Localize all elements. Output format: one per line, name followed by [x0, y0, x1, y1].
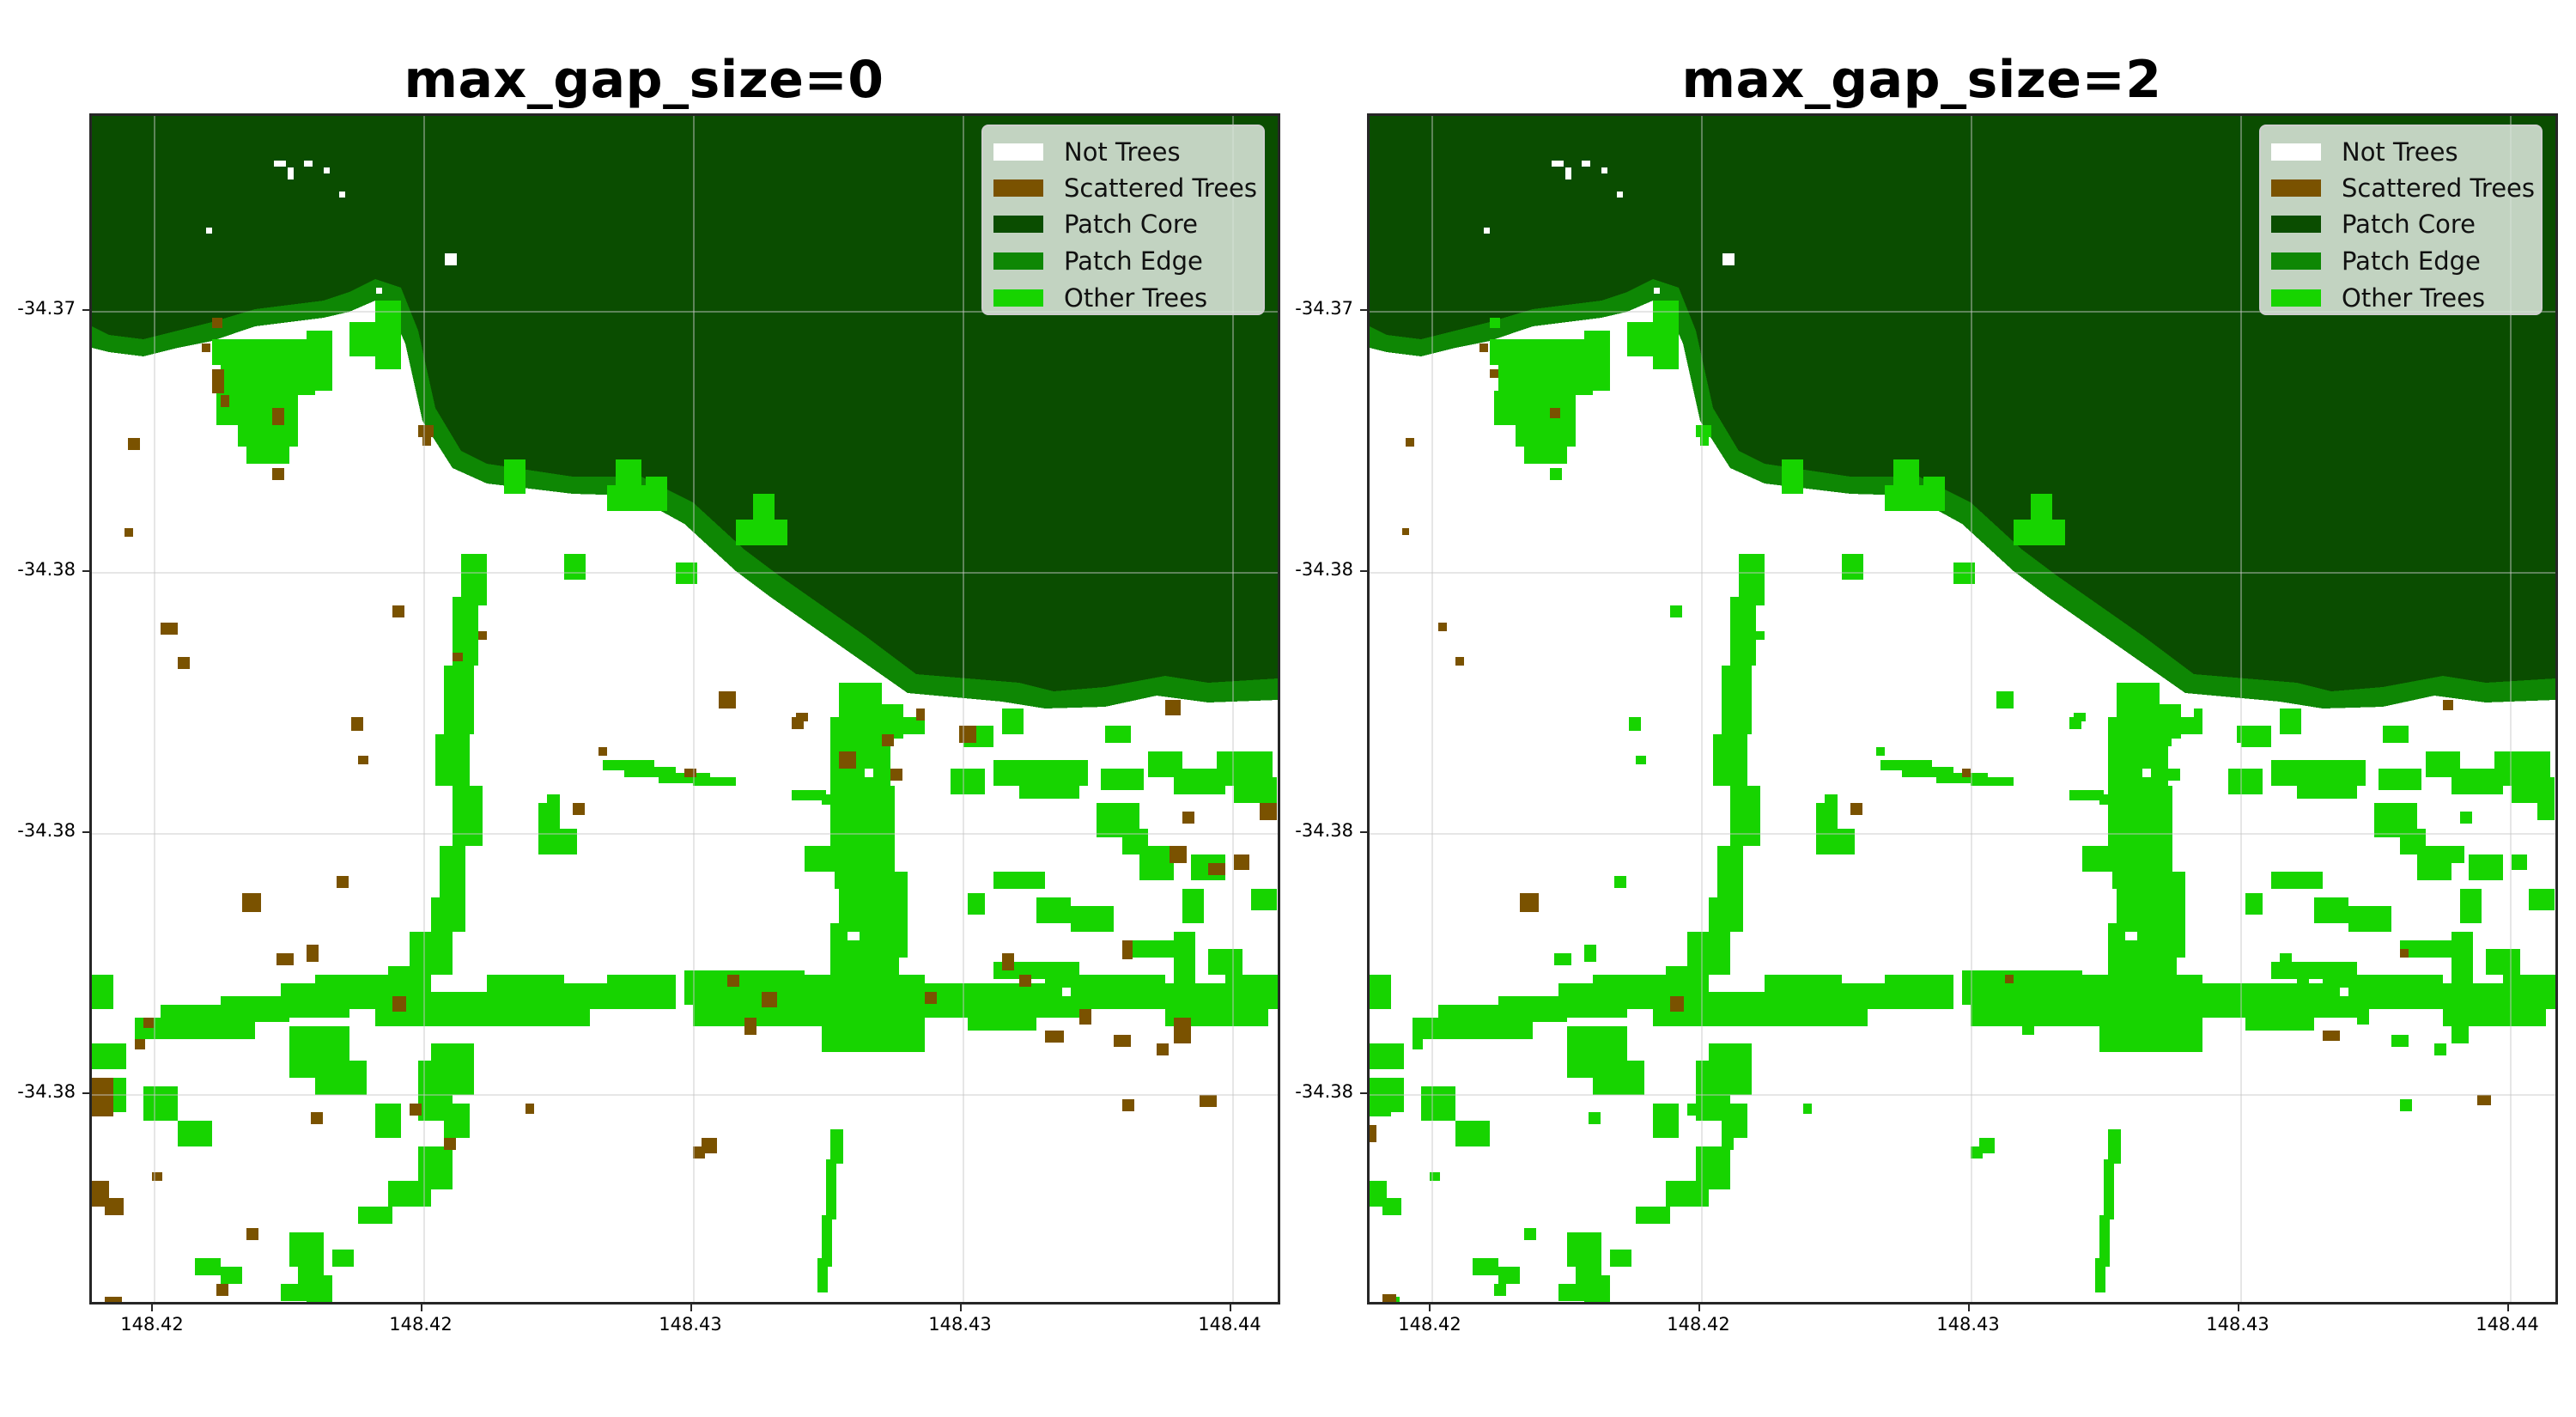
x-tick-mark [690, 1304, 692, 1311]
x-tick-label: 148.43 [2206, 1314, 2269, 1335]
y-tick-label: -34.38 [17, 820, 76, 841]
swatch-icon [2271, 143, 2321, 161]
panel-left: max_gap_size=0 Not Trees Scattered Trees… [17, 50, 1280, 1335]
x-tick-label: 148.42 [1667, 1314, 1730, 1335]
y-tick-mark [1360, 309, 1367, 311]
y-tick-label: -34.38 [17, 1081, 76, 1102]
panel-title: max_gap_size=0 [404, 50, 884, 110]
swatch-icon [2271, 216, 2321, 233]
x-tick-mark [1968, 1304, 1970, 1311]
y-tick-mark [82, 309, 89, 311]
swatch-icon [993, 216, 1043, 233]
x-tick-mark [1429, 1304, 1431, 1311]
swatch-icon [2271, 289, 2321, 307]
legend-item-scattered-trees: Scattered Trees [993, 173, 1257, 204]
x-tick-mark [1698, 1304, 1700, 1311]
x-tick-mark [2238, 1304, 2239, 1311]
y-tick-label: -34.38 [1295, 1081, 1353, 1102]
swatch-icon [993, 179, 1043, 197]
y-tick-label: -34.37 [1295, 298, 1353, 319]
legend-item-scattered-trees: Scattered Trees [2271, 173, 2535, 204]
x-tick-mark [421, 1304, 422, 1311]
legend-item-patch-edge: Patch Edge [2271, 246, 2481, 277]
x-tick-label: 148.43 [928, 1314, 992, 1335]
y-tick-mark [82, 1092, 89, 1094]
x-tick-mark [960, 1304, 962, 1311]
x-tick-label: 148.44 [2476, 1314, 2539, 1335]
swatch-icon [993, 289, 1043, 307]
panel-title: max_gap_size=2 [1681, 50, 2162, 110]
x-tick-label: 148.43 [659, 1314, 722, 1335]
y-tick-label: -34.37 [17, 298, 76, 319]
x-tick-label: 148.42 [1398, 1314, 1461, 1335]
x-tick-mark [151, 1304, 153, 1311]
x-tick-label: 148.42 [120, 1314, 184, 1335]
x-tick-mark [1230, 1304, 1231, 1311]
swatch-icon [993, 252, 1043, 270]
y-tick-label: -34.38 [1295, 820, 1353, 841]
swatch-icon [2271, 179, 2321, 197]
y-tick-label: -34.38 [1295, 559, 1353, 580]
land-cover-raster [1370, 116, 2555, 1302]
legend-item-not-trees: Not Trees [2271, 137, 2458, 167]
legend-item-not-trees: Not Trees [993, 137, 1181, 167]
legend-item-patch-core: Patch Core [993, 209, 1198, 240]
legend-item-other-trees: Other Trees [993, 283, 1207, 313]
swatch-icon [2271, 252, 2321, 270]
y-tick-label: -34.38 [17, 559, 76, 580]
legend: Not Trees Scattered Trees Patch Core Pat… [2259, 125, 2543, 315]
legend-item-other-trees: Other Trees [2271, 283, 2485, 313]
x-tick-label: 148.42 [389, 1314, 453, 1335]
swatch-icon [993, 143, 1043, 161]
y-tick-mark [1360, 831, 1367, 833]
y-tick-mark [82, 831, 89, 833]
legend-item-patch-core: Patch Core [2271, 209, 2476, 240]
legend-item-patch-edge: Patch Edge [993, 246, 1203, 277]
legend: Not Trees Scattered Trees Patch Core Pat… [981, 125, 1265, 315]
panel-right: max_gap_size=2 Not Trees Scattered Trees… [1278, 0, 2566, 1417]
x-tick-mark [2507, 1304, 2509, 1311]
y-tick-mark [1360, 1092, 1367, 1094]
y-tick-mark [1360, 570, 1367, 572]
x-tick-label: 148.44 [1198, 1314, 1261, 1335]
x-tick-label: 148.43 [1936, 1314, 2000, 1335]
y-tick-mark [82, 570, 89, 572]
